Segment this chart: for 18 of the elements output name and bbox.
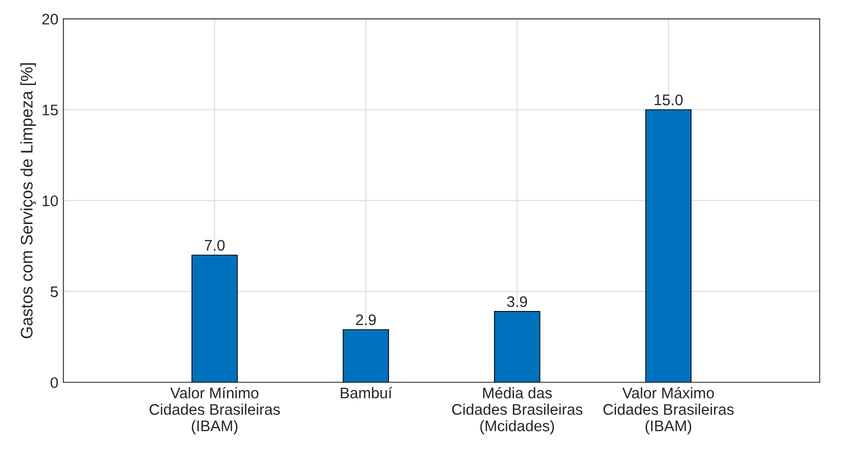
y-axis-title: Gastos com Serviços de Limpeza [%] (20, 63, 36, 338)
bar (342, 329, 389, 382)
data-label: 3.9 (507, 296, 528, 308)
data-label: 15.0 (654, 94, 683, 106)
x-tick-label: Valor Máximo Cidades Brasileiras (IBAM) (603, 387, 734, 434)
x-tick-label: Média das Cidades Brasileiras (Mcidades) (452, 387, 582, 434)
bar (192, 254, 238, 382)
y-tick-label: 15 (42, 104, 58, 116)
y-tick-label: 20 (42, 14, 58, 25)
bar (494, 311, 540, 382)
y-tick-label: 10 (42, 195, 58, 206)
x-tick-label: Valor Mínimo Cidades Brasileiras (IBAM) (150, 387, 280, 434)
y-tick-label: 0 (50, 377, 58, 388)
x-tick-label: Bambuí (340, 387, 392, 398)
y-tick-label: 5 (50, 286, 58, 298)
bar (645, 109, 692, 382)
data-label: 7.0 (204, 240, 225, 251)
data-label: 2.9 (356, 314, 376, 326)
